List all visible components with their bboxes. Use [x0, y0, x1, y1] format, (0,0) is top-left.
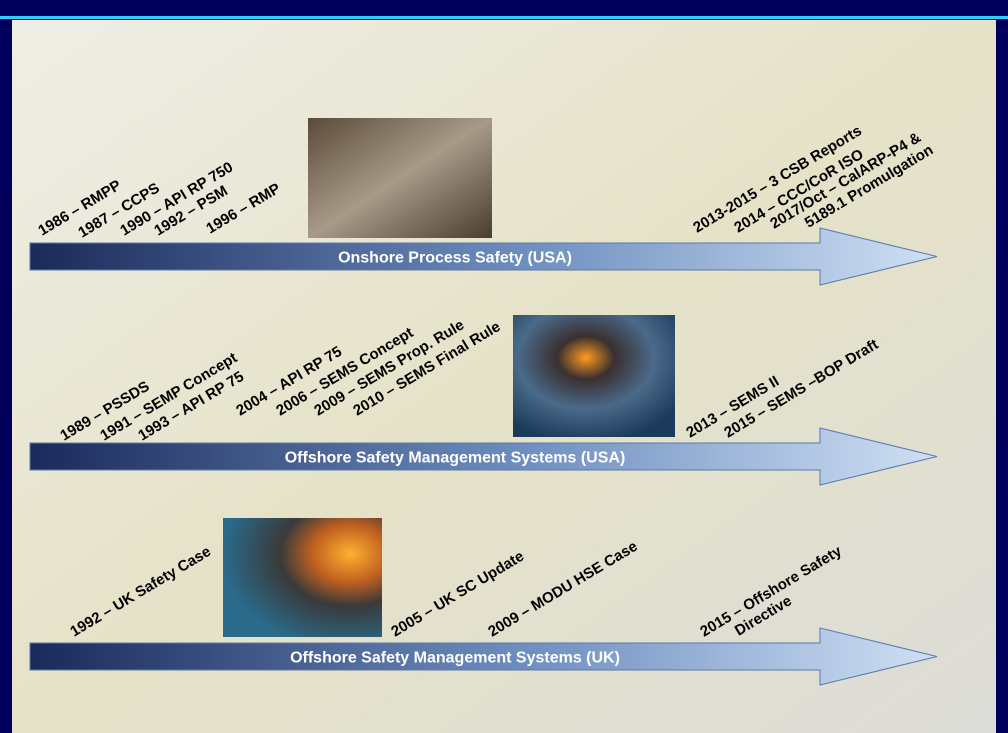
photo-platform-fire [223, 518, 382, 637]
slide: Onshore Process Safety (USA)1986 – RMPP1… [0, 0, 1008, 733]
timeline-label: Offshore Safety Management Systems (USA) [285, 450, 626, 467]
photo-rig-fire [513, 315, 675, 437]
top-rule [0, 16, 1008, 19]
page: Onshore Process Safety (USA)1986 – RMPP1… [0, 0, 1008, 733]
photo-refinery [308, 118, 492, 238]
timeline-label: Offshore Safety Management Systems (UK) [290, 650, 620, 667]
timeline-label: Onshore Process Safety (USA) [338, 250, 572, 267]
